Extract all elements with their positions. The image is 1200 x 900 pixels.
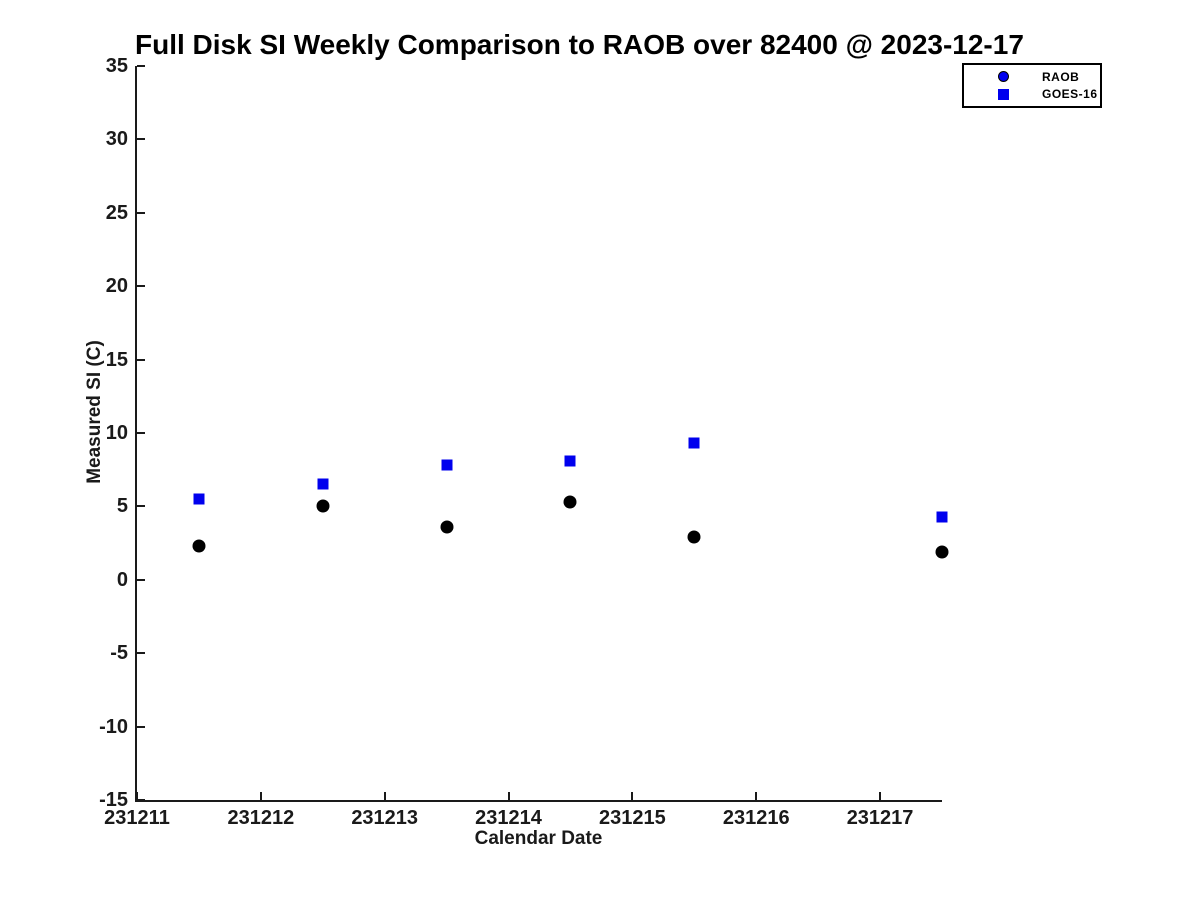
y-tick-label: -10 <box>99 715 128 738</box>
data-point-goes-16 <box>564 455 576 467</box>
x-tick-label: 231217 <box>846 807 914 829</box>
y-tick-label: -5 <box>110 642 128 665</box>
data-point-goes-16 <box>193 493 205 505</box>
y-tick-label: 10 <box>105 422 128 444</box>
legend-item-goes-16: GOES-16 <box>964 86 1100 102</box>
data-point-raob <box>192 539 206 553</box>
legend: RAOB GOES-16 <box>962 63 1102 108</box>
x-tick <box>383 792 386 800</box>
y-tick-label: -15 <box>99 789 128 811</box>
x-tick <box>631 792 634 800</box>
x-tick-label: 231216 <box>722 807 790 829</box>
y-tick-label: 35 <box>105 55 128 77</box>
x-tick <box>879 792 882 800</box>
data-point-raob <box>563 495 577 509</box>
x-tick <box>259 792 262 800</box>
x-tick-label: 231215 <box>599 807 666 829</box>
y-tick <box>137 725 145 728</box>
y-tick-label: 0 <box>116 568 128 591</box>
x-axis-label: Calendar Date <box>474 828 603 849</box>
y-tick <box>137 799 145 801</box>
y-tick-label: 25 <box>105 201 128 224</box>
x-tick <box>755 792 758 800</box>
x-tick-label: 231214 <box>475 807 542 829</box>
x-tick <box>507 792 510 800</box>
y-tick <box>137 652 145 655</box>
data-point-raob <box>935 545 949 559</box>
legend-label: GOES-16 <box>1042 87 1098 102</box>
y-tick-label: 15 <box>105 348 128 371</box>
data-point-goes-16 <box>317 478 329 490</box>
y-tick <box>137 358 145 361</box>
y-tick <box>137 285 145 288</box>
data-point-raob <box>440 520 454 534</box>
data-point-goes-16 <box>688 437 700 449</box>
chart-title: Full Disk SI Weekly Comparison to RAOB o… <box>135 29 1024 60</box>
y-tick <box>137 65 145 67</box>
data-point-raob <box>316 499 330 513</box>
x-tick <box>136 792 138 800</box>
x-tick-label: 231211 <box>104 807 170 829</box>
y-tick <box>137 505 145 508</box>
y-tick-label: 5 <box>116 495 128 518</box>
data-point-goes-16 <box>441 459 453 471</box>
data-point-raob <box>687 530 701 544</box>
y-tick <box>137 578 145 581</box>
x-tick-label: 231213 <box>351 807 419 829</box>
data-point-goes-16 <box>936 511 948 523</box>
x-tick-label: 231212 <box>227 807 295 829</box>
plot-area: 35 30 25 20 15 10 5 0 -5 -10 -15 231211 231212 231213… <box>99 56 949 828</box>
y-tick-label: 30 <box>105 128 128 151</box>
legend-label: RAOB <box>1042 69 1080 84</box>
circle-marker-icon <box>997 71 1009 83</box>
legend-item-raob: RAOB <box>964 69 1100 85</box>
y-tick-label: 20 <box>105 275 128 298</box>
y-axis-label: Measured SI (C) <box>84 340 105 484</box>
square-marker-icon <box>997 88 1009 100</box>
legend-marker-cell <box>964 71 1042 83</box>
y-tick <box>137 211 145 214</box>
y-tick <box>137 432 145 434</box>
y-tick <box>137 138 145 141</box>
legend-marker-cell <box>964 88 1042 100</box>
